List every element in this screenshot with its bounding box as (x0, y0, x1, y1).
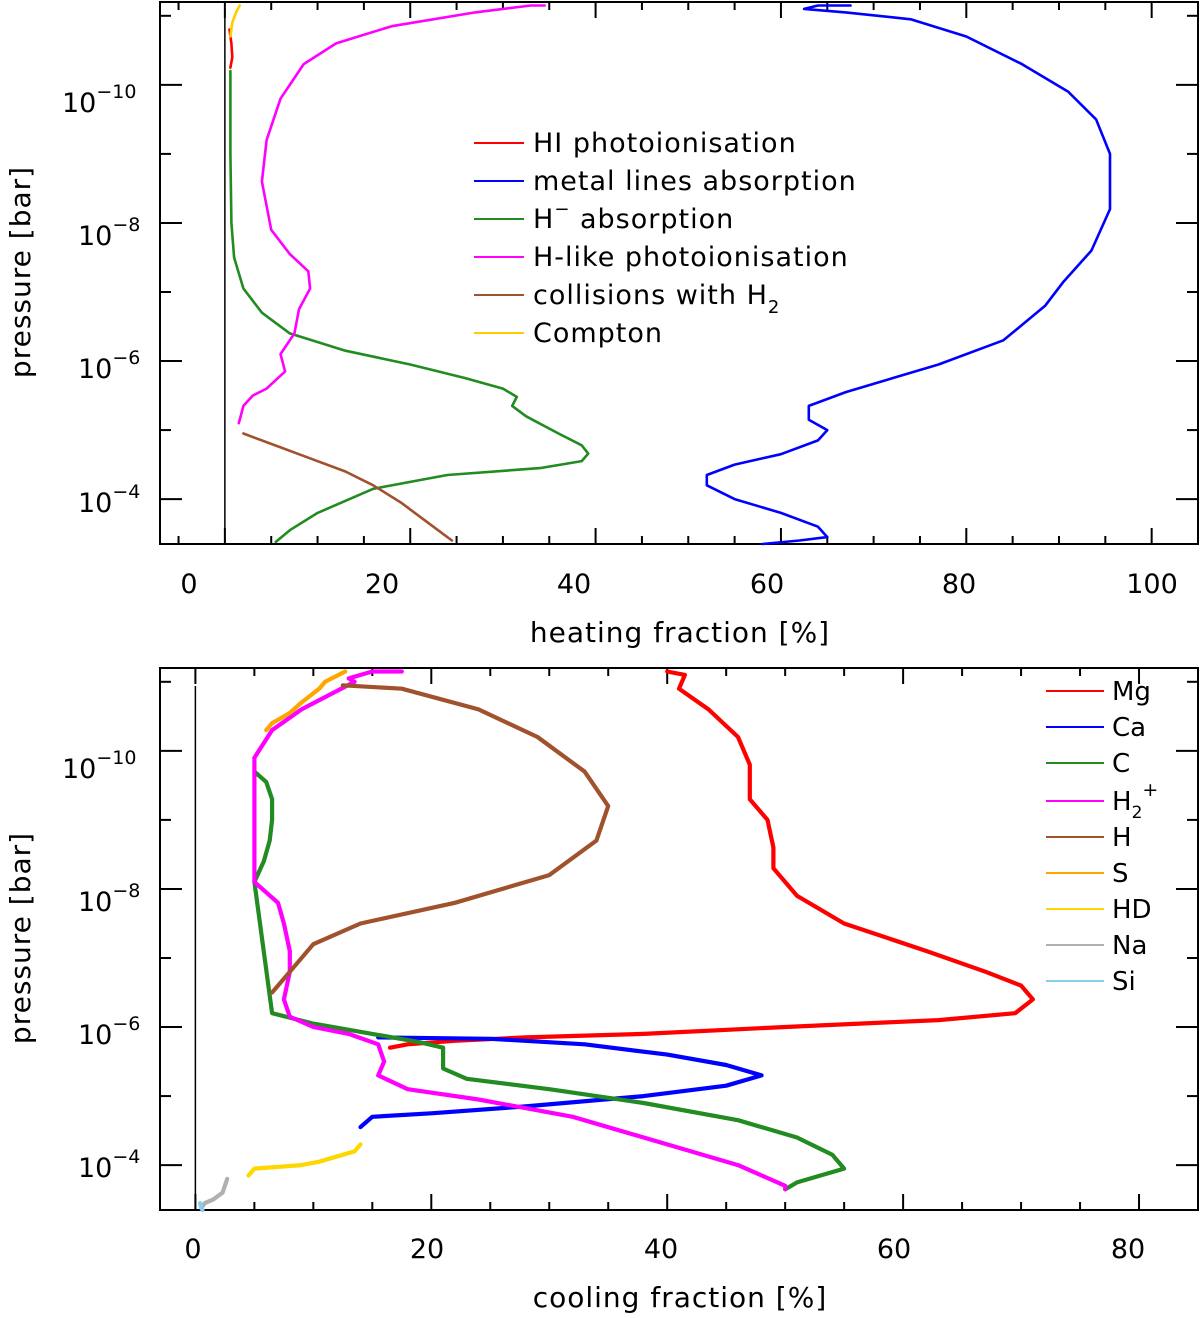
heating-ytick-label-4: 10−4 (78, 481, 140, 519)
cooling-y-axis-title: pressure [bar] (4, 832, 37, 1044)
cooling-panel: 10−10 10−8 10−6 10−4 0 20 40 60 80 cooli… (4, 667, 1199, 1314)
cooling-xtick-label-80: 80 (1111, 1234, 1145, 1265)
cooling-legend-label-ca: Ca (1112, 713, 1146, 743)
cooling-legend-label-h2plus: H2+ (1112, 779, 1158, 823)
cooling-series-c (252, 769, 847, 1192)
heating-xtick-label-20: 20 (365, 569, 399, 600)
heating-legend-label-compton: Compton (533, 318, 663, 349)
cooling-series-mg (387, 669, 1035, 1050)
cooling-legend-label-c: C (1112, 749, 1130, 779)
heating-ytick-label-1: 10−10 (62, 81, 136, 119)
cooling-xtick-label-40: 40 (644, 1234, 678, 1265)
heating-legend: HI photoionisation metal lines absorptio… (474, 128, 857, 349)
cooling-y-ticks (160, 680, 1198, 1167)
heating-xtick-label-0: 0 (180, 569, 197, 600)
cooling-x-ticks (194, 668, 1199, 1210)
cooling-legend-label-mg: Mg (1112, 677, 1151, 707)
heating-x-ticks (177, 2, 1199, 544)
heating-plot-frame (159, 1, 1199, 545)
heating-legend-label-h2: collisions with H2 (533, 280, 780, 318)
heating-series-metal-lines-absorption (705, 4, 1112, 546)
heating-ytick-label-2: 10−8 (78, 214, 140, 252)
heating-legend-label-metal: metal lines absorption (533, 166, 857, 197)
heating-legend-label-hminus: H− absorption (533, 199, 734, 235)
heating-xtick-label-40: 40 (557, 569, 591, 600)
heating-xtick-label-60: 60 (750, 569, 784, 600)
heating-y-ticks (160, 14, 1198, 501)
heating-xtick-label-100: 100 (1126, 569, 1178, 600)
cooling-series-s (264, 669, 348, 733)
heating-panel: 10−10 10−8 10−6 10−4 0 20 40 60 80 100 h… (4, 1, 1199, 649)
heating-series-collisions-with-h2 (242, 432, 454, 542)
heating-series-h-like-photoionisation (237, 4, 546, 425)
cooling-plot-frame (159, 667, 1199, 1211)
cooling-legend-label-hd: HD (1112, 895, 1152, 925)
heating-y-axis-title: pressure [bar] (4, 166, 37, 378)
cooling-series-h2- (252, 669, 788, 1192)
cooling-ytick-label-2: 10−8 (78, 880, 140, 918)
heating-series (228, 4, 1112, 546)
cooling-x-axis-title: cooling fraction [%] (533, 1281, 828, 1314)
cooling-series-na (200, 1176, 230, 1209)
heating-legend-label-hlike: H-like photoionisation (533, 242, 849, 273)
heating-series-h-absorption (229, 69, 590, 544)
cooling-legend-label-h: H (1112, 823, 1132, 853)
cooling-legend-label-na: Na (1112, 931, 1147, 961)
cooling-series-ca (358, 1035, 764, 1130)
cooling-ytick-label-4: 10−4 (78, 1146, 140, 1184)
cooling-series-si (198, 1201, 205, 1213)
cooling-legend: Mg Ca C H2+ H S HD Na Si (1046, 677, 1158, 997)
heating-series-compton (229, 4, 241, 38)
cooling-xtick-label-60: 60 (877, 1234, 911, 1265)
heating-legend-label-hi: HI photoionisation (533, 128, 797, 159)
heating-ytick-label-3: 10−6 (78, 347, 140, 385)
cooling-legend-label-si: Si (1112, 967, 1136, 997)
cooling-xtick-label-0: 0 (184, 1234, 201, 1265)
cooling-series (198, 669, 1035, 1213)
heating-x-axis-title: heating fraction [%] (530, 616, 830, 649)
cooling-series-hd (246, 1142, 363, 1178)
cooling-ytick-label-3: 10−6 (78, 1013, 140, 1051)
cooling-series-h (270, 683, 611, 995)
heating-xtick-label-80: 80 (942, 569, 976, 600)
cooling-ytick-label-1: 10−10 (62, 747, 136, 785)
cooling-legend-label-s: S (1112, 859, 1129, 889)
cooling-xtick-label-20: 20 (410, 1234, 444, 1265)
